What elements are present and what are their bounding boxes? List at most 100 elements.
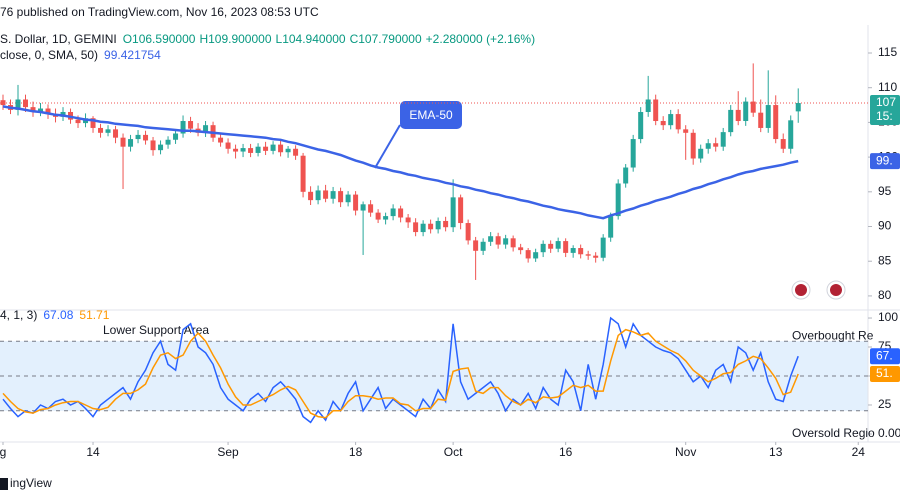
ohlc-close: C107.790000	[350, 32, 422, 46]
candle-body	[795, 103, 801, 112]
candle-body	[555, 241, 561, 249]
series-line	[2, 328, 799, 419]
legend-main: S. Dollar, 1D, GEMINI O106.590000 H109.900…	[0, 32, 535, 46]
candle-body	[143, 134, 149, 141]
candle-body	[158, 144, 164, 151]
candle-body	[495, 236, 501, 245]
candle-body	[705, 143, 711, 149]
candle-body	[75, 119, 81, 124]
candle-body	[660, 121, 666, 126]
y-tick-label: 90	[878, 219, 892, 233]
price-tag-label: 99.	[876, 153, 893, 167]
candle-body	[278, 144, 284, 153]
ema-legend-value: 99.421754	[104, 48, 161, 62]
candle-body	[743, 101, 749, 122]
candle-body	[675, 114, 681, 130]
price-tag-label: 15:	[876, 109, 893, 123]
candle-body	[540, 243, 546, 253]
x-tick-label: 14	[86, 445, 100, 459]
candle-body	[668, 114, 674, 126]
candle-body	[608, 216, 614, 238]
candle-body	[773, 105, 779, 140]
logo	[0, 478, 8, 490]
candle-body	[405, 217, 411, 223]
candle-body	[23, 99, 29, 108]
candle-body	[683, 129, 689, 133]
candle-body	[233, 148, 239, 152]
osc-k-value: 67.08	[43, 308, 73, 322]
candle-body	[630, 139, 636, 168]
candle-body	[413, 222, 419, 233]
series-line	[2, 316, 799, 424]
candle-body	[360, 204, 366, 211]
candle-body	[488, 236, 494, 242]
candle-body	[105, 129, 111, 133]
candle-body	[765, 105, 771, 128]
candle-body	[728, 109, 734, 133]
y-tick-label: 110	[878, 80, 897, 94]
legend-ema: close, 0, SMA, 50) 99.421754	[0, 48, 161, 62]
area-label: Overbought Re	[792, 328, 874, 342]
candle-body	[458, 197, 464, 224]
candle-body	[383, 216, 389, 220]
area-label: Oversold Regio	[792, 426, 875, 440]
candle-body	[248, 148, 254, 153]
candle-body	[218, 137, 224, 143]
series-line	[2, 105, 799, 220]
annotation-box	[400, 101, 462, 129]
osc-title: 4, 1, 3)	[0, 308, 37, 322]
candle-body	[165, 139, 171, 145]
candle-body	[240, 148, 246, 152]
candle-body	[263, 146, 269, 151]
x-tick-label: Nov	[675, 445, 696, 459]
price-tag	[870, 153, 900, 170]
candle-body	[98, 127, 104, 133]
candle-body	[585, 254, 591, 256]
candle-body	[645, 99, 651, 112]
candle-body	[420, 223, 426, 233]
ohlc-low: L104.940000	[276, 32, 346, 46]
candle-body	[720, 132, 726, 147]
candle-body	[480, 241, 486, 251]
candle-body	[623, 167, 629, 184]
y-tick-label: 95	[878, 184, 892, 198]
candle-body	[308, 191, 314, 201]
candle-body	[338, 191, 344, 203]
candle-body	[735, 109, 741, 122]
candle-body	[285, 148, 291, 153]
candle-body	[353, 194, 359, 211]
candle-body	[300, 155, 306, 192]
flag-icons	[791, 280, 846, 300]
candle-body	[563, 241, 569, 253]
x-tick-label: Sep	[217, 445, 239, 459]
candle-body	[128, 139, 134, 147]
candle-body	[225, 142, 231, 149]
candle-body	[788, 120, 794, 149]
price-tag-label: 67.	[876, 348, 893, 362]
ema-legend-name: close, 0, SMA, 50)	[0, 48, 98, 62]
candle-body	[0, 100, 6, 106]
candle-body	[330, 191, 336, 199]
y-tick-label: 85	[878, 253, 892, 267]
candle-body	[315, 190, 321, 201]
candle-body	[503, 238, 509, 245]
candle-body	[390, 208, 396, 217]
candle-body	[150, 140, 156, 151]
candle-body	[45, 108, 51, 115]
price-tag	[870, 348, 900, 365]
price-tag	[870, 366, 900, 383]
x-tick-label: 24	[852, 445, 866, 459]
x-tick-label: Oct	[444, 445, 463, 459]
candle-body	[255, 146, 261, 153]
x-tick-label: 16	[559, 445, 573, 459]
candle-body	[435, 220, 441, 230]
y-tick-label: 80	[878, 288, 892, 302]
candle-body	[758, 112, 764, 128]
candle-body	[38, 108, 44, 112]
price-tag	[870, 95, 900, 126]
x-tick-label: g	[0, 445, 6, 459]
candle-body	[120, 137, 126, 147]
candle-body	[135, 134, 141, 140]
candle-body	[113, 129, 119, 138]
